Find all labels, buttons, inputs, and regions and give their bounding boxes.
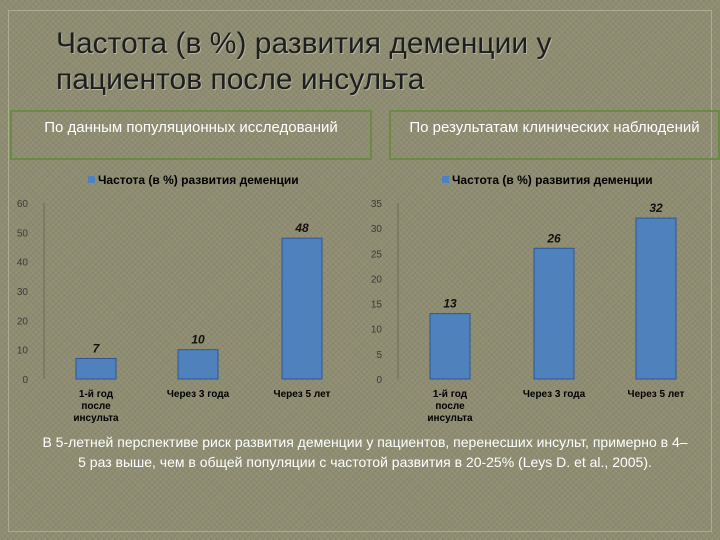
bar xyxy=(635,217,677,380)
legend-swatch xyxy=(442,176,449,183)
category-label: Через 3 года xyxy=(523,389,586,400)
category-label: 1-й год после инсульта xyxy=(427,389,473,424)
y-tick-label: 0 xyxy=(22,375,28,386)
y-tick-label: 10 xyxy=(371,325,383,336)
y-tick-label: 25 xyxy=(371,249,383,260)
bar xyxy=(177,349,219,380)
y-tick-label: 20 xyxy=(371,274,383,285)
category-label: Через 5 лет xyxy=(274,389,331,400)
data-label: 13 xyxy=(443,297,457,311)
population-studies-label: По данным популяционных исследований xyxy=(10,110,372,160)
y-tick-label: 40 xyxy=(17,258,29,269)
data-label: 48 xyxy=(294,221,309,235)
y-tick-label: 5 xyxy=(376,350,382,361)
y-tick-label: 60 xyxy=(17,199,29,210)
clinical-observations-label: По результатам клинических наблюдений xyxy=(389,110,720,160)
clinical-dementia-bar-chart: Частота (в %) развития деменции 0 5 10 15 20 2… xyxy=(371,173,685,424)
category-label: 1-й год после инсульта xyxy=(73,389,119,424)
y-tick-label: 15 xyxy=(371,300,383,311)
y-tick-label: 30 xyxy=(17,287,29,298)
legend-label: Частота (в %) развития деменции xyxy=(98,173,299,187)
data-label: 10 xyxy=(191,333,205,347)
y-tick-label: 30 xyxy=(371,224,383,235)
y-tick-label: 20 xyxy=(17,316,29,327)
y-tick-label: 35 xyxy=(371,199,383,210)
data-label: 26 xyxy=(546,231,561,245)
y-tick-label: 0 xyxy=(376,375,382,386)
bar xyxy=(75,357,117,380)
legend-swatch xyxy=(88,176,95,183)
conclusion-text: В 5-летней перспективе риск развития дем… xyxy=(42,434,688,470)
legend-label: Частота (в %) развития деменции xyxy=(452,173,653,187)
y-tick-label: 10 xyxy=(17,346,29,357)
category-label: Через 3 года xyxy=(167,389,230,400)
bar xyxy=(281,237,323,380)
bar xyxy=(429,313,471,380)
data-label: 7 xyxy=(93,341,101,355)
bar xyxy=(533,247,575,380)
y-tick-label: 50 xyxy=(17,228,29,239)
slide-title: Частота (в %) развития деменции у пациен… xyxy=(56,27,552,96)
data-label: 32 xyxy=(649,201,663,215)
population-dementia-bar-chart: Частота (в %) развития деменции 0 10 20 30 40… xyxy=(17,173,331,424)
category-label: Через 5 лет xyxy=(628,389,685,400)
